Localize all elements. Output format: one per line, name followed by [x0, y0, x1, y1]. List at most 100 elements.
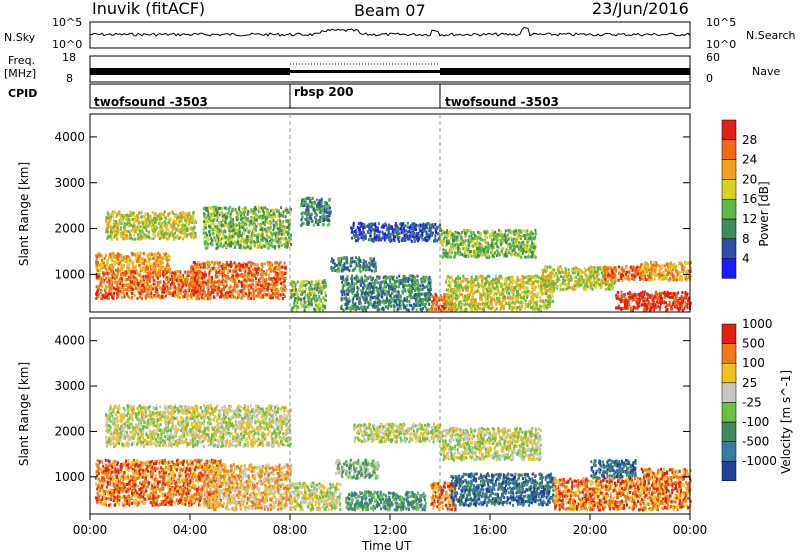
- echo-cell: [159, 280, 162, 284]
- echo-cell: [286, 241, 289, 244]
- echo-cell: [419, 229, 422, 233]
- echo-cell: [291, 294, 294, 298]
- echo-cell: [420, 280, 423, 284]
- echo-cell: [256, 233, 259, 237]
- echo-cell: [374, 222, 377, 226]
- echo-cell: [148, 230, 151, 234]
- echo-cell: [370, 282, 373, 286]
- echo-cell: [242, 283, 245, 287]
- echo-cell: [220, 227, 223, 230]
- echo-cell: [117, 272, 120, 276]
- echo-cell: [122, 290, 124, 294]
- echo-cell: [391, 277, 394, 281]
- echo-cell: [404, 289, 407, 293]
- echo-cell: [406, 221, 409, 225]
- echo-cell: [342, 297, 345, 301]
- echo-cell: [345, 302, 347, 306]
- echo-cell: [264, 292, 267, 296]
- echo-cell: [281, 226, 284, 230]
- echo-cell: [352, 297, 355, 301]
- echo-cell: [190, 270, 193, 274]
- echo-cell: [211, 288, 214, 292]
- echo-cell: [209, 277, 212, 281]
- echo-cell: [119, 276, 122, 280]
- echo-cell: [157, 260, 160, 264]
- echo-cell: [389, 297, 392, 301]
- echo-cell: [112, 255, 115, 259]
- echo-cell: [138, 260, 141, 263]
- echo-cell: [400, 299, 403, 303]
- echo-cell: [190, 284, 193, 288]
- echo-cell: [126, 284, 129, 288]
- echo-cell: [300, 304, 303, 308]
- echo-cell: [139, 286, 142, 290]
- echo-cell: [307, 296, 310, 300]
- echo-cell: [338, 263, 341, 267]
- echo-cell: [141, 259, 144, 263]
- echo-cell: [258, 215, 261, 219]
- echo-cell: [108, 289, 111, 293]
- echo-cell: [426, 292, 429, 296]
- echo-cell: [364, 267, 367, 271]
- echo-cell: [228, 294, 231, 298]
- echo-cell: [496, 239, 499, 243]
- echo-cell: [127, 276, 130, 280]
- echo-cell: [253, 263, 256, 267]
- echo-cell: [105, 295, 108, 299]
- echo-cell: [275, 239, 278, 243]
- echo-cell: [110, 281, 112, 284]
- echo-cell: [366, 291, 369, 295]
- echo-cell: [98, 277, 101, 281]
- echo-cell: [424, 297, 427, 301]
- echo-cell: [210, 290, 213, 294]
- echo-cell: [99, 266, 102, 270]
- echo-cell: [154, 252, 157, 256]
- echo-cell: [116, 296, 118, 300]
- echo-cell: [238, 279, 240, 283]
- echo-cell: [306, 206, 309, 210]
- echo-cell: [314, 303, 317, 307]
- echo-cell: [162, 290, 165, 294]
- echo-cell: [158, 253, 161, 257]
- echo-cell: [408, 283, 411, 287]
- echo-cell: [139, 269, 142, 272]
- echo-cell: [427, 281, 430, 285]
- echo-cell: [246, 212, 249, 216]
- echo-cell: [413, 232, 416, 236]
- echo-cell: [224, 274, 227, 278]
- echo-cell: [154, 290, 157, 294]
- echo-cell: [226, 271, 229, 275]
- echo-cell: [155, 218, 158, 222]
- echo-cell: [396, 230, 399, 233]
- echo-cell: [152, 282, 155, 286]
- echo-cell: [193, 261, 196, 265]
- echo-cell: [167, 265, 170, 269]
- echo-cell: [382, 287, 385, 291]
- echo-cell: [390, 225, 393, 229]
- echo-cell: [410, 280, 413, 284]
- echo-cell: [129, 283, 132, 287]
- echo-cell: [274, 272, 277, 276]
- echo-cell: [132, 265, 134, 269]
- echo-cell: [169, 223, 172, 227]
- echo-cell: [240, 296, 243, 300]
- echo-cell: [216, 288, 219, 292]
- echo-cell: [366, 300, 369, 304]
- echo-cell: [123, 295, 126, 299]
- echo-cell: [228, 287, 231, 291]
- echo-cell: [366, 287, 369, 291]
- echo-cell: [264, 289, 267, 293]
- echo-cell: [203, 266, 206, 270]
- echo-cell: [265, 269, 268, 273]
- echo-cell: [112, 219, 115, 223]
- echo-cell: [229, 243, 232, 247]
- echo-cell: [369, 257, 372, 261]
- echo-cell: [128, 283, 131, 287]
- echo-cell: [108, 256, 110, 260]
- echo-cell: [269, 264, 272, 267]
- echo-cell: [271, 269, 274, 273]
- echo-cell: [109, 217, 111, 221]
- echo-cell: [258, 206, 261, 209]
- echo-cell: [229, 290, 231, 294]
- echo-cell: [208, 230, 211, 234]
